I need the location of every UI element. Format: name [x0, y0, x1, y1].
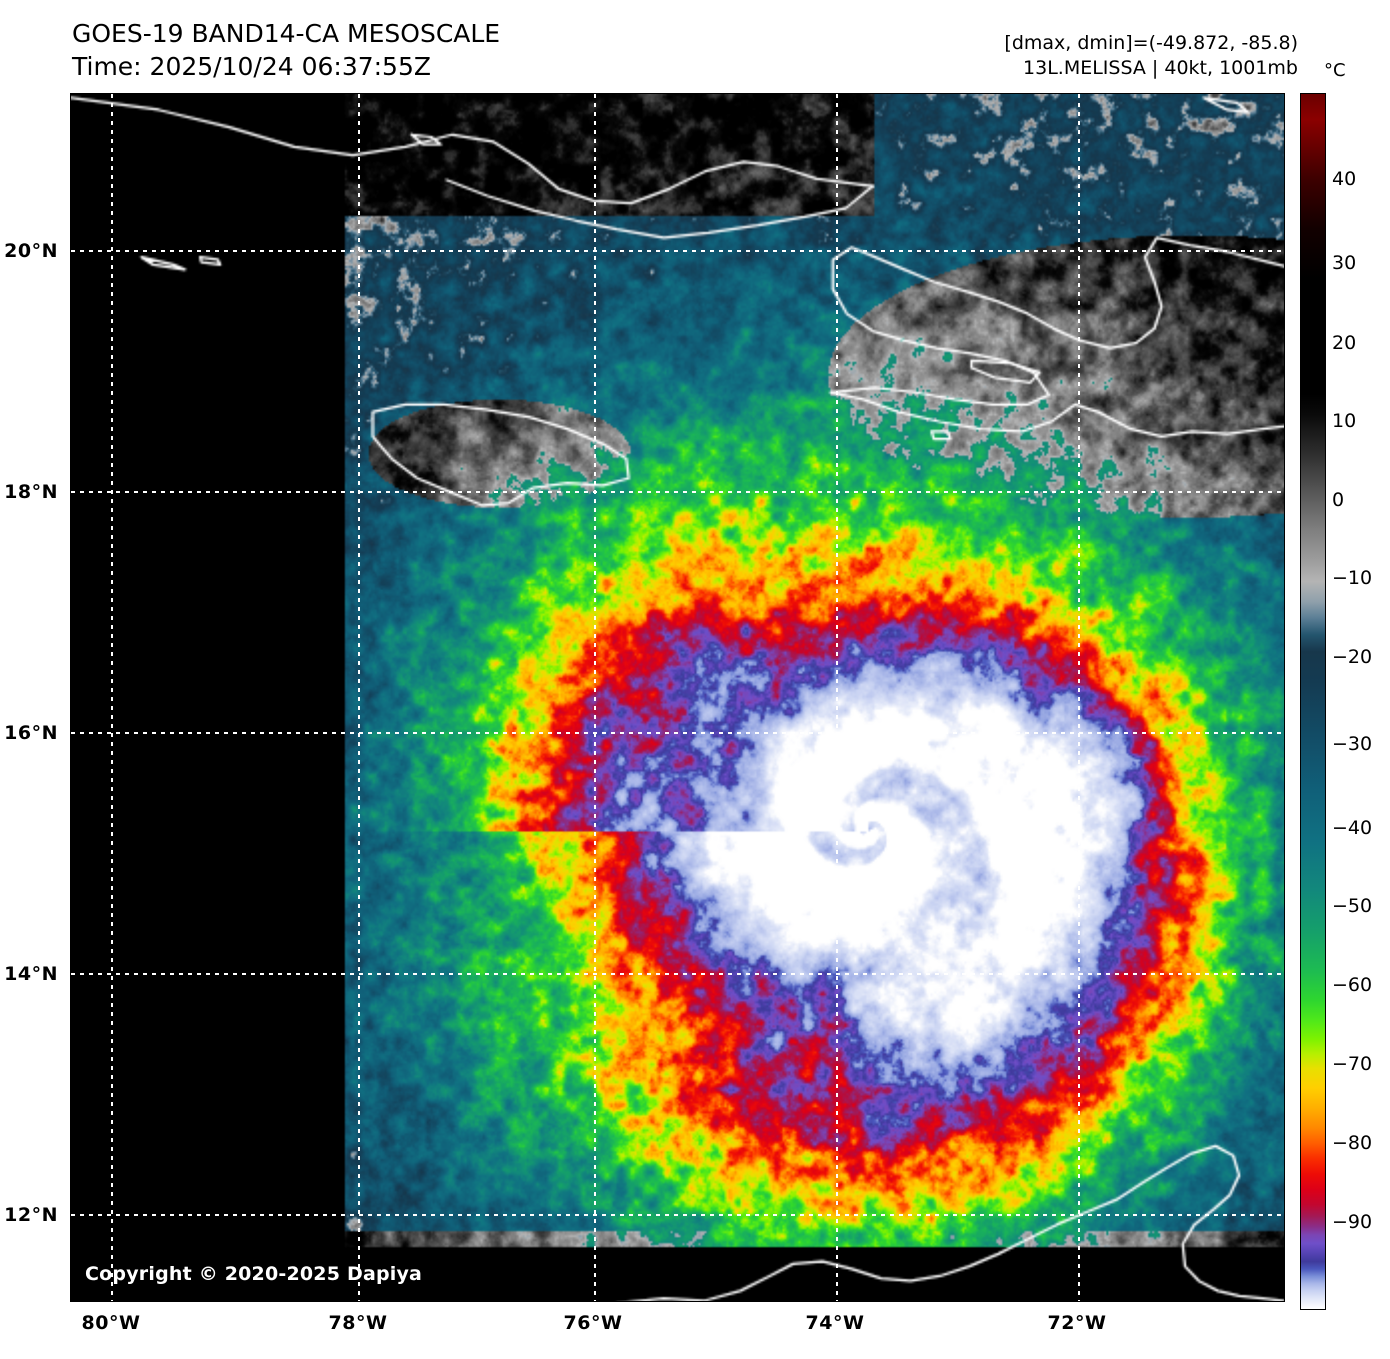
colorbar-tick--30: −30	[1332, 733, 1373, 755]
gridline-lat-20N	[71, 250, 1284, 252]
colorbar-tick--90: −90	[1332, 1211, 1373, 1233]
lon-tick-76W: 76°W	[563, 1312, 623, 1334]
colorbar-tick--60: −60	[1332, 974, 1373, 996]
gridline-lat-14N	[71, 973, 1284, 975]
colorbar-tick--50: −50	[1332, 895, 1373, 917]
lat-tick-14N: 14°N	[4, 963, 58, 985]
colorbar-tick-20: 20	[1332, 332, 1357, 354]
gridline-lon-74W	[836, 94, 838, 1301]
gridline-lon-76W	[594, 94, 596, 1301]
colorbar-tick-30: 30	[1332, 252, 1357, 274]
timestamp-label: Time: 2025/10/24 06:37:55Z	[72, 51, 431, 81]
colorbar-tick-40: 40	[1332, 168, 1357, 190]
plot-inner	[71, 94, 1284, 1301]
gridline-lon-78W	[358, 94, 360, 1301]
dmax-dmin-label: [dmax, dmin]=(-49.872, -85.8)	[1004, 32, 1298, 54]
colorbar-tick-10: 10	[1332, 410, 1357, 432]
storm-info-label: 13L.MELISSA | 40kt, 1001mb	[1023, 56, 1298, 79]
colorbar-tick--20: −20	[1332, 646, 1373, 668]
copyright-label: Copyright © 2020-2025 Dapiya	[85, 1263, 423, 1285]
gridline-lon-80W	[111, 94, 113, 1301]
lon-tick-72W: 72°W	[1047, 1312, 1107, 1334]
gridline-lat-12N	[71, 1214, 1284, 1216]
product-title: GOES-19 BAND14-CA MESOSCALE	[72, 19, 501, 48]
gridline-lat-16N	[71, 732, 1284, 734]
lat-tick-12N: 12°N	[4, 1204, 58, 1226]
colorbar-tick--80: −80	[1332, 1132, 1373, 1154]
metadata-block: [dmax, dmin]=(-49.872, -85.8) 13L.MELISS…	[1004, 31, 1298, 80]
lon-tick-74W: 74°W	[805, 1312, 865, 1334]
colorbar-tick--70: −70	[1332, 1053, 1373, 1075]
lon-tick-78W: 78°W	[328, 1312, 388, 1334]
colorbar[interactable]	[1300, 93, 1326, 1310]
brightness-temperature-heatmap	[71, 94, 1284, 1301]
page-title: GOES-19 BAND14-CA MESOSCALE Time: 2025/1…	[72, 18, 500, 83]
colorbar-unit-label: °C	[1324, 60, 1346, 81]
colorbar-gradient	[1300, 93, 1326, 1310]
gridline-lat-18N	[71, 491, 1284, 493]
satellite-image-plot[interactable]: Copyright © 2020-2025 Dapiya	[70, 93, 1285, 1302]
colorbar-tick-0: 0	[1332, 489, 1345, 511]
lon-tick-80W: 80°W	[81, 1312, 141, 1334]
gridline-lon-72W	[1078, 94, 1080, 1301]
lat-tick-16N: 16°N	[4, 722, 58, 744]
colorbar-tick--10: −10	[1332, 567, 1373, 589]
colorbar-tick--40: −40	[1332, 817, 1373, 839]
lat-tick-20N: 20°N	[4, 240, 58, 262]
lat-tick-18N: 18°N	[4, 481, 58, 503]
